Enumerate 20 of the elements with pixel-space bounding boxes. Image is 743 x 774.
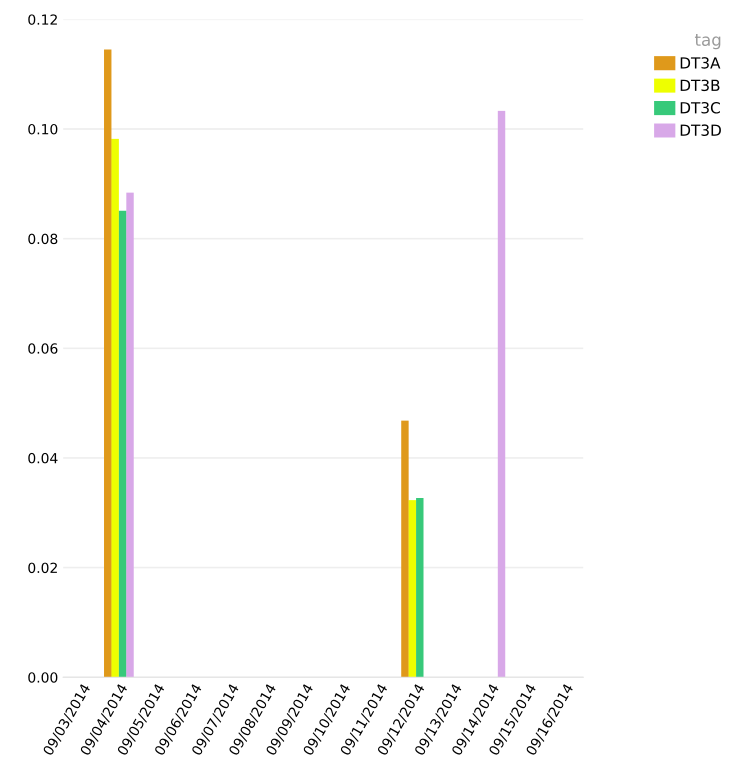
- y-tick-label: 0.02: [28, 562, 57, 574]
- y-tick-label: 0.08: [28, 234, 58, 244]
- legend-label: DT3D: [680, 124, 721, 136]
- y-tick-label: 0.06: [28, 343, 58, 354]
- legend-label: DT3B: [680, 80, 720, 92]
- bar: [126, 192, 134, 678]
- legend-label: DT3C: [680, 102, 720, 114]
- y-tick-label: 0.12: [28, 14, 57, 25]
- bar: [498, 110, 506, 678]
- legend-title: tag: [694, 34, 720, 50]
- bar: [408, 500, 416, 678]
- bar: [111, 138, 119, 678]
- bar: [118, 210, 126, 678]
- legend-label: DT3A: [680, 57, 720, 69]
- y-tick-label: 0.10: [28, 124, 58, 134]
- y-tick-label: 0.04: [28, 452, 58, 464]
- bar: [401, 420, 409, 678]
- y-tick-label: 0.00: [28, 672, 58, 683]
- bar: [416, 498, 424, 678]
- bar: [104, 50, 112, 678]
